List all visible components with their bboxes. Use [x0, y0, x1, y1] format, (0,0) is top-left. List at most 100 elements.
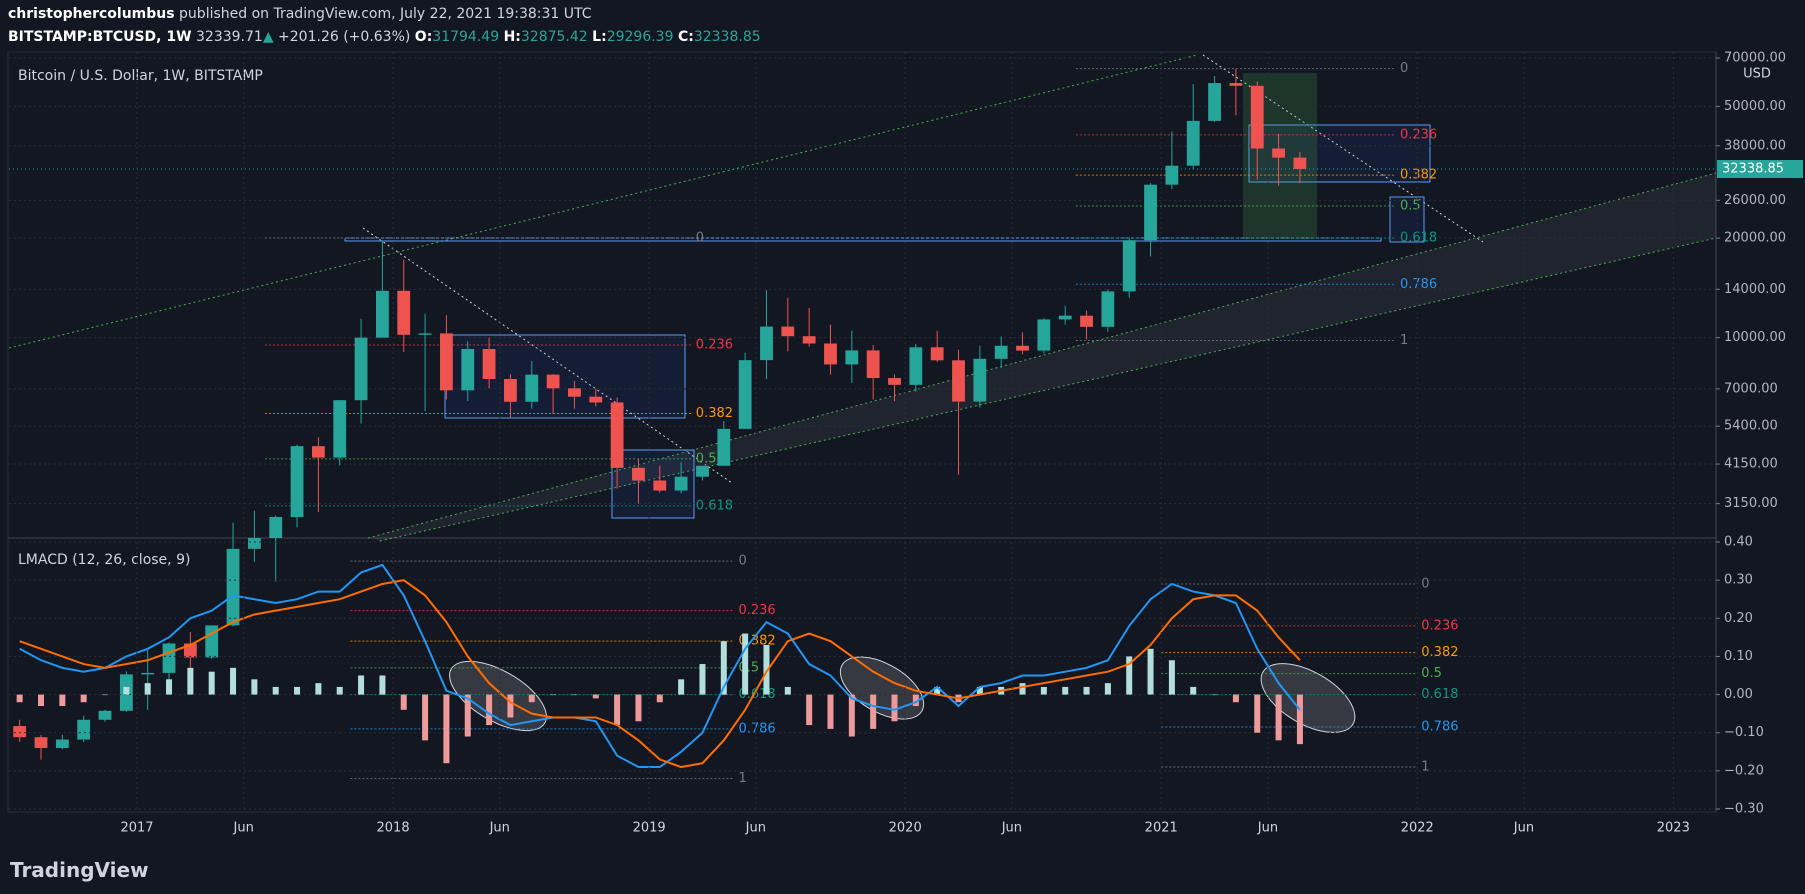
candle-body — [354, 337, 368, 401]
histogram-bar — [806, 694, 813, 726]
histogram-bar — [656, 694, 663, 703]
candle-body — [34, 737, 48, 749]
histogram-bar — [230, 667, 237, 695]
histogram-bar — [251, 679, 258, 695]
histogram-bar — [187, 667, 194, 695]
histogram-bar — [827, 694, 834, 729]
o: 31794.49 — [432, 29, 500, 45]
candle-body — [717, 428, 731, 466]
histogram-bar — [80, 694, 87, 703]
x-tick-label: 2023 — [1657, 821, 1690, 836]
fib-label: 0.786 — [738, 721, 775, 736]
histogram-bar — [144, 683, 151, 695]
fib-label: 0 — [696, 231, 704, 246]
fib-label: 0.5 — [1421, 666, 1442, 681]
y-tick-label: 0.40 — [1724, 535, 1753, 550]
fib-label: 0.236 — [1421, 618, 1458, 633]
candle-body — [930, 347, 944, 361]
fib-label: 0.382 — [1400, 168, 1437, 183]
y-tick-label: 7000.00 — [1724, 381, 1778, 396]
highlight — [839, 656, 925, 720]
y-tick-label: 26000.00 — [1724, 193, 1786, 208]
histogram-bar — [1211, 694, 1218, 696]
histogram-bar — [59, 694, 66, 707]
histogram-bar — [592, 694, 599, 699]
fib-label: 1 — [1421, 760, 1429, 775]
candle-body — [632, 467, 645, 481]
fib-label: 0.618 — [696, 498, 733, 513]
y-tick-label: 0.00 — [1724, 687, 1753, 702]
x-tick-label: 2020 — [889, 821, 922, 836]
candle-body — [55, 739, 69, 749]
x-tick-label: Jun — [745, 821, 766, 836]
fib-label: 1 — [1400, 333, 1408, 348]
x-tick-label: 2021 — [1145, 821, 1178, 836]
candle-body — [866, 350, 880, 379]
x-tick-label: 2022 — [1401, 821, 1434, 836]
candle-body — [973, 358, 987, 402]
y-tick-label: 14000.00 — [1724, 282, 1786, 297]
y-tick-label: −0.20 — [1724, 763, 1764, 778]
currency: USD — [1743, 67, 1771, 82]
candle-body — [738, 360, 752, 429]
fib-label: 0 — [1421, 576, 1429, 591]
histogram-bar — [848, 694, 855, 737]
quote-line: BITSTAMP:BTCUSD, 1W 32339.71▲ +201.26 (+… — [8, 29, 761, 45]
candle-body — [674, 476, 688, 491]
c-label: C: — [677, 29, 694, 45]
candle-body — [525, 374, 539, 402]
publish-info: published on TradingView.com, July 22, 2… — [179, 6, 592, 22]
histogram-bar — [528, 694, 535, 703]
histogram-bar — [1019, 683, 1026, 695]
candle-body — [461, 349, 475, 391]
fib-label: 1 — [738, 771, 746, 786]
y-tick-label: −0.30 — [1724, 802, 1764, 817]
histogram-bar — [976, 686, 983, 695]
histogram-bar — [1275, 694, 1282, 741]
fib-label: 0.786 — [1400, 277, 1437, 292]
candle-body — [909, 347, 923, 385]
candle-body — [440, 333, 453, 391]
y-tick-label: 3150.00 — [1724, 496, 1778, 511]
histogram-bar — [358, 675, 365, 695]
y-tick-label: 20000.00 — [1724, 231, 1786, 246]
candle-body — [845, 350, 859, 365]
author: christophercolumbus — [8, 6, 175, 22]
histogram-bar — [315, 683, 322, 695]
candle-body — [696, 465, 709, 477]
candle-body — [1293, 157, 1307, 169]
arrow: ▲ — [262, 29, 274, 45]
macd-title: LMACD (12, 26, close, 9) — [18, 552, 190, 568]
candle-body — [418, 333, 432, 335]
x-tick-label: 2018 — [377, 821, 410, 836]
candle-body — [546, 374, 560, 389]
candle-body — [504, 378, 517, 402]
histogram-bar — [400, 694, 407, 710]
candle-body — [1016, 345, 1029, 351]
x-tick-label: 2017 — [120, 821, 153, 836]
histogram-bar — [763, 644, 770, 695]
candle-body — [824, 343, 837, 365]
fib-label: 0.382 — [696, 406, 733, 421]
symbol: BITSTAMP:BTCUSD, 1W — [8, 29, 192, 45]
l: 29296.39 — [606, 29, 674, 45]
histogram-bar — [379, 675, 386, 695]
histogram-bar — [1040, 686, 1047, 695]
o-label: O: — [414, 29, 433, 45]
change: +201.26 (+0.63%) — [278, 29, 411, 45]
histogram-bar — [1296, 694, 1303, 745]
histogram-bar — [486, 694, 493, 726]
histogram-bar — [891, 694, 898, 722]
y-tick-label: 5400.00 — [1724, 419, 1778, 434]
histogram-bar — [870, 694, 877, 729]
resistance-box — [344, 237, 1382, 242]
histogram-bar — [294, 686, 301, 695]
h: 32875.42 — [520, 29, 588, 45]
h-label: H: — [503, 29, 521, 45]
fib-label: 0.5 — [1400, 198, 1421, 213]
candle-body — [994, 345, 1008, 359]
candle-body — [13, 726, 27, 738]
candle-body — [141, 672, 155, 675]
